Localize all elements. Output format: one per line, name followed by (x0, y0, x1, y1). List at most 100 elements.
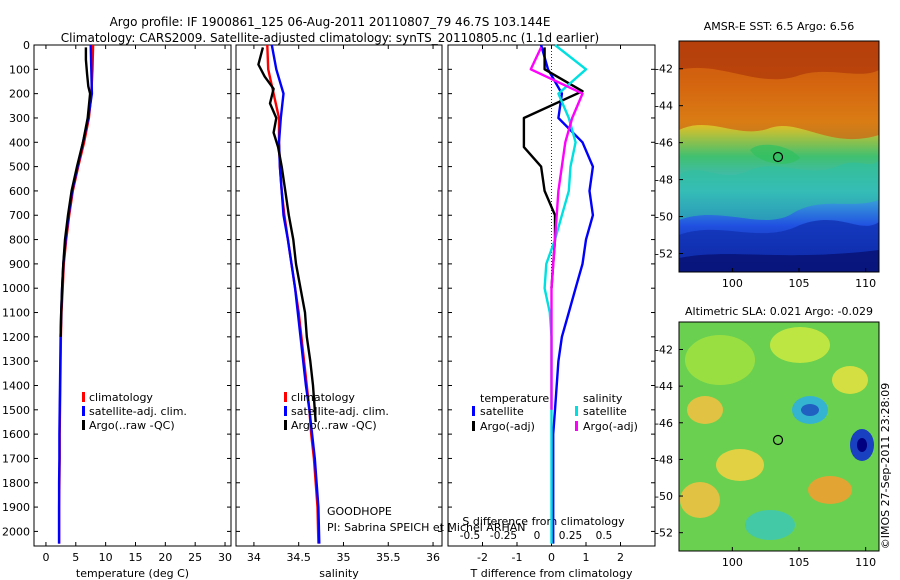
y-tick-label: 900 (9, 258, 30, 271)
x-tick-label: 35.5 (376, 551, 401, 564)
s-tick-label: -0.25 (490, 530, 517, 542)
x-tick-label: 20 (158, 551, 172, 564)
x-tick-label: 2 (617, 551, 624, 564)
x-tick-label: 35 (336, 551, 350, 564)
map-y-tick-label: -50 (655, 490, 673, 503)
series-line (59, 47, 92, 337)
legend-swatch (284, 420, 287, 430)
difference-xlabel: T difference from climatology (470, 567, 633, 580)
x-tick-label: 15 (128, 551, 142, 564)
y-tick-label: 2000 (2, 525, 30, 538)
legend-label: climatology (291, 391, 355, 404)
legend-label: satellite-adj. clim. (291, 405, 389, 418)
y-tick-label: 700 (9, 209, 30, 222)
legend-swatch (472, 421, 475, 431)
map-y-tick-label: -44 (655, 380, 673, 393)
y-tick-label: 1000 (2, 282, 30, 295)
y-tick-label: 1100 (2, 307, 30, 320)
map-y-tick-label: -52 (655, 527, 673, 540)
sla-map-image (679, 322, 879, 551)
y-tick-label: 1300 (2, 355, 30, 368)
sla-float-marker (772, 434, 784, 446)
x-tick-label: 0 (42, 551, 49, 564)
legend-swatch (472, 406, 475, 416)
x-tick-label: 30 (218, 551, 232, 564)
salinity-xlabel: salinity (319, 567, 359, 580)
sla-map-title: Altimetric SLA: 0.021 Argo: -0.029 (685, 305, 873, 318)
legend-label: Argo(-adj) (583, 420, 638, 433)
legend-label: Argo(..raw -QC) (89, 419, 175, 432)
figure-subtitle: Climatology: CARS2009. Satellite-adjuste… (61, 31, 599, 45)
legend-swatch (284, 392, 287, 402)
map-y-tick-label: -46 (655, 137, 673, 150)
pi-label: PI: Sabrina SPEICH et Michel ARHAN (327, 521, 526, 534)
x-tick-label: 0 (548, 551, 555, 564)
figure-title: Argo profile: IF 1900861_125 06-Aug-2011… (110, 15, 551, 29)
s-tick-label: 0.25 (559, 530, 582, 542)
difference-panel: -2 -1 0 1 2 T difference from climatology S di… (447, 44, 656, 580)
y-tick-label: 800 (9, 234, 30, 247)
sst-map-frame (678, 40, 880, 273)
legend-label: Argo(-adj) (480, 420, 535, 433)
map-x-tick-label: 110 (855, 277, 876, 290)
x-tick-label: -2 (477, 551, 488, 564)
y-tick-label: 1500 (2, 404, 30, 417)
legend-label: climatology (89, 391, 153, 404)
legend-swatch (82, 420, 85, 430)
x-tick-label: 36 (426, 551, 440, 564)
sst-map-title: AMSR-E SST: 6.5 Argo: 6.56 (704, 20, 855, 33)
map-y-tick-label: -42 (655, 343, 673, 356)
x-tick-label: 25 (188, 551, 202, 564)
watermark: ©IMOS 27-Sep-2011 23:28:09 (879, 383, 892, 549)
legend-swatch (82, 406, 85, 416)
x-tick-label: -1 (512, 551, 523, 564)
map-y-tick-label: -44 (655, 100, 673, 113)
x-tick-label: 34 (247, 551, 261, 564)
legend-swatch (575, 406, 578, 416)
series-line (539, 44, 595, 544)
legend-label: Argo(..raw -QC) (291, 419, 377, 432)
map-x-tick-label: 105 (789, 556, 810, 569)
y-tick-label: 600 (9, 185, 30, 198)
platform-label: GOODHOPE (327, 505, 392, 518)
y-tick-label: 1400 (2, 379, 30, 392)
y-tick-label: 1200 (2, 331, 30, 344)
legend-label: satellite (480, 405, 524, 418)
x-tick-label: 10 (99, 551, 113, 564)
salinity-panel: 34 34.5 35 35.5 36 salinity climatologysatelli… (235, 44, 443, 580)
s-tick-label: 0 (534, 530, 541, 542)
temperature-xlabel: temperature (deg C) (76, 567, 189, 580)
map-y-tick-label: -48 (655, 174, 673, 187)
map-x-tick-label: 100 (722, 556, 743, 569)
legend-swatch (284, 406, 287, 416)
s-tick-label: 0.5 (596, 530, 613, 542)
y-tick-label: 100 (9, 63, 30, 76)
sla-map-frame (678, 321, 880, 552)
map-y-tick-label: -46 (655, 417, 673, 430)
sst-float-marker (772, 151, 784, 163)
temperature-panel: 0 5 10 15 20 25 300100200300400500600700800900… (2, 39, 232, 580)
y-tick-label: 1700 (2, 452, 30, 465)
map-x-tick-label: 110 (855, 556, 876, 569)
sst-map-image (679, 41, 879, 272)
map-y-tick-label: -52 (655, 248, 673, 261)
y-tick-label: 1800 (2, 477, 30, 490)
legend-swatch (575, 421, 578, 431)
y-tick-label: 300 (9, 112, 30, 125)
y-tick-label: 1600 (2, 428, 30, 441)
series-line (529, 46, 584, 410)
map-y-tick-label: -42 (655, 63, 673, 76)
map-x-tick-label: 100 (722, 277, 743, 290)
salinity-frame (235, 44, 443, 547)
map-x-tick-label: 105 (789, 277, 810, 290)
map-y-tick-label: -48 (655, 453, 673, 466)
series-line (270, 44, 321, 544)
legend-group-salinity: salinity (583, 392, 623, 405)
y-tick-label: 200 (9, 88, 30, 101)
x-tick-label: 5 (72, 551, 79, 564)
x-tick-label: 1 (583, 551, 590, 564)
s-tick-label: -0.5 (460, 530, 481, 542)
map-y-tick-label: -50 (655, 211, 673, 224)
y-tick-label: 1900 (2, 501, 30, 514)
